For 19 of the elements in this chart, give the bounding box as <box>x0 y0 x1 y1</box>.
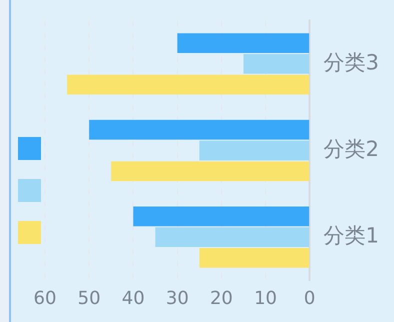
bar <box>177 33 310 53</box>
bar <box>199 140 310 160</box>
y-tick-label: 分类1 <box>324 224 380 248</box>
bar <box>243 54 310 74</box>
y-tick-label: 分类3 <box>324 50 380 74</box>
x-tick-label: 20 <box>210 288 233 309</box>
x-tick-label: 0 <box>304 288 316 309</box>
x-tick-label: 40 <box>122 288 145 309</box>
x-tick-label: 30 <box>166 288 189 309</box>
bar <box>155 227 310 247</box>
bar <box>67 74 310 95</box>
bar <box>111 161 310 182</box>
bar <box>199 248 310 268</box>
bar <box>89 120 310 140</box>
x-tick-label: 50 <box>78 288 101 309</box>
y-tick-label: 分类2 <box>324 136 380 161</box>
x-tick-label: 10 <box>254 288 277 309</box>
x-tick-label: 60 <box>34 288 56 309</box>
bar <box>133 206 310 226</box>
